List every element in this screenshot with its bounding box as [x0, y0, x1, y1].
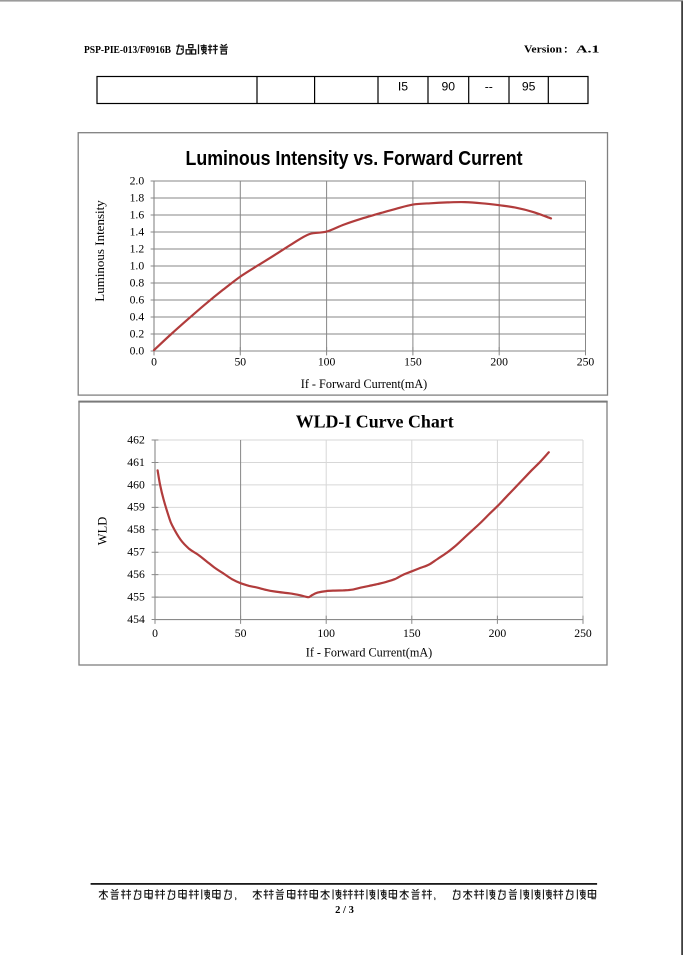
svg-text:461: 461 — [127, 456, 145, 469]
svg-text:455: 455 — [127, 591, 145, 604]
svg-text:460: 460 — [127, 478, 145, 491]
svg-text:456: 456 — [127, 568, 145, 581]
svg-text:0.0: 0.0 — [130, 345, 145, 358]
svg-text:Luminous Intensity: Luminous Intensity — [92, 200, 107, 302]
svg-text:150: 150 — [403, 627, 421, 640]
svg-text:100: 100 — [318, 356, 336, 369]
svg-text:1.6: 1.6 — [130, 209, 145, 222]
svg-text:90: 90 — [442, 80, 456, 94]
svg-text:1.2: 1.2 — [130, 243, 145, 256]
svg-text:1.0: 1.0 — [130, 260, 145, 273]
svg-text:A.1: A.1 — [576, 44, 600, 56]
svg-text:250: 250 — [574, 627, 592, 640]
svg-text:459: 459 — [127, 501, 145, 514]
svg-text:200: 200 — [489, 627, 507, 640]
svg-text:458: 458 — [127, 523, 145, 536]
svg-text:If - Forward Current(mA): If - Forward Current(mA) — [301, 377, 428, 391]
svg-text:457: 457 — [127, 546, 145, 559]
svg-text:0.8: 0.8 — [130, 277, 145, 290]
svg-text:WLD: WLD — [96, 517, 110, 545]
svg-text:1.4: 1.4 — [130, 226, 145, 239]
svg-text:50: 50 — [235, 627, 247, 640]
svg-text:95: 95 — [522, 80, 536, 94]
svg-text:0.6: 0.6 — [130, 294, 145, 307]
svg-text:2 / 3: 2 / 3 — [335, 905, 354, 916]
svg-text:Version: Version — [524, 44, 562, 56]
svg-text:0.2: 0.2 — [130, 328, 145, 341]
svg-text:Luminous Intensity vs. Forward: Luminous Intensity vs. Forward Current — [186, 148, 523, 170]
svg-text:WLD-I Curve Chart: WLD-I Curve Chart — [296, 412, 454, 432]
svg-text:100: 100 — [317, 627, 335, 640]
svg-text:2.0: 2.0 — [130, 175, 145, 188]
svg-text:454: 454 — [127, 613, 145, 626]
svg-text:200: 200 — [490, 356, 508, 369]
svg-text:I5: I5 — [398, 80, 408, 94]
svg-text:0: 0 — [151, 356, 157, 369]
svg-text:462: 462 — [127, 433, 145, 446]
svg-text:1.8: 1.8 — [130, 192, 145, 205]
svg-text:If - Forward Current(mA): If - Forward Current(mA) — [306, 646, 433, 660]
svg-text:0: 0 — [152, 627, 158, 640]
svg-text:PSP-PIE-013/F0916B: PSP-PIE-013/F0916B — [84, 44, 172, 56]
svg-text:50: 50 — [234, 356, 246, 369]
svg-text:0.4: 0.4 — [130, 311, 145, 324]
svg-text:250: 250 — [577, 356, 595, 369]
svg-text:150: 150 — [404, 356, 422, 369]
svg-text:--: -- — [485, 80, 493, 94]
